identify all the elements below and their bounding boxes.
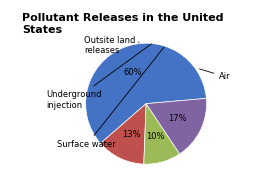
Text: 13%: 13%: [122, 130, 141, 139]
Text: Pollutant Releases in the United
States: Pollutant Releases in the United States: [22, 13, 224, 35]
Wedge shape: [146, 98, 207, 154]
Wedge shape: [144, 104, 180, 164]
Text: Air: Air: [200, 69, 231, 81]
Text: 10%: 10%: [146, 132, 165, 141]
Text: Outsite land
releases: Outsite land releases: [84, 36, 139, 55]
Wedge shape: [86, 43, 206, 143]
Text: 17%: 17%: [168, 114, 186, 123]
Wedge shape: [100, 104, 146, 164]
Text: Underground
injection: Underground injection: [46, 44, 152, 110]
Text: 60%: 60%: [123, 68, 142, 77]
Text: Surface water: Surface water: [57, 47, 164, 149]
